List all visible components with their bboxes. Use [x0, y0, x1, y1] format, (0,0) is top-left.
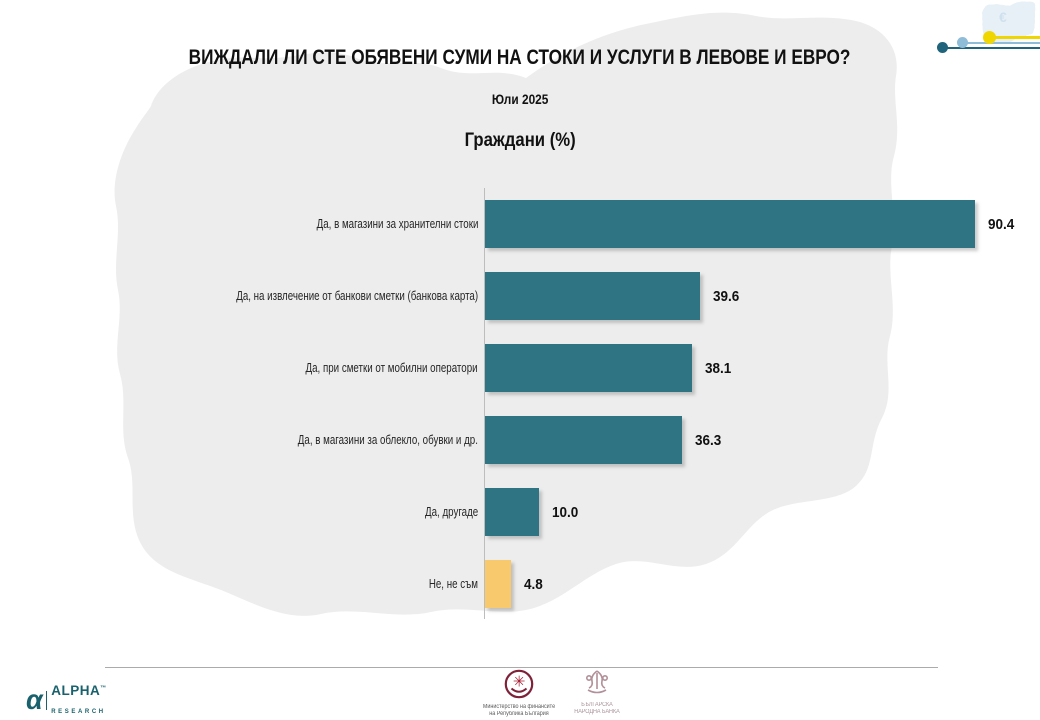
bnb-crest-icon: [586, 670, 608, 694]
bar-row: Да, на извлечение от банкови сметки (бан…: [0, 260, 1040, 332]
category-label: Да, при сметки от мобилни оператори: [305, 361, 478, 375]
alpha-logo-subword: RESEARCH: [51, 709, 106, 715]
ministry-text-line2: на Република България: [489, 711, 549, 717]
bar-row: Не, не съм 4.8: [0, 548, 1040, 620]
category-label: Да, на извлечение от банкови сметки (бан…: [236, 289, 478, 303]
decor-line-lightblue: [963, 41, 1040, 44]
svg-text:✳: ✳: [513, 673, 526, 691]
bnb-text-line2: НАРОДНА БАНКА: [574, 709, 620, 715]
subtitle-date: Юли 2025: [491, 92, 549, 107]
decor-dot-yellow: [983, 31, 996, 44]
bulgaria-mini-map-icon: [982, 1, 1036, 43]
category-label: Да, другаде: [424, 505, 478, 519]
bar-row: Да, другаде 10.0: [0, 476, 1040, 548]
bulgarian-national-bank-logo: БЪЛГАРСКА НАРОДНА БАНКА: [555, 669, 639, 716]
decor-line-yellow: [990, 36, 1040, 39]
category-label: Да, в магазини за облекло, обувки и др.: [297, 433, 478, 447]
value-label: 39.6: [712, 287, 739, 305]
bar: [485, 344, 692, 392]
chart-heading: Граждани (%): [464, 130, 576, 151]
page-title: ВИЖДАЛИ ЛИ СТЕ ОБЯВЕНИ СУМИ НА СТОКИ И У…: [189, 46, 851, 69]
trademark-icon: ™: [100, 685, 107, 692]
ministry-emblem-icon: ✳: [504, 669, 534, 699]
bnb-text-line1: БЪЛГАРСКА: [581, 702, 613, 708]
alpha-logo-divider: [45, 690, 48, 710]
decor-dot-teal: [937, 42, 948, 53]
alpha-logo-word: ALPHA™: [51, 683, 107, 698]
bar: [485, 416, 682, 464]
category-label: Да, в магазини за хранителни стоки: [316, 217, 478, 231]
alpha-glyph-icon: α: [26, 685, 43, 715]
bar: [485, 488, 540, 536]
alpha-research-logo: α ALPHA™ RESEARCH: [26, 682, 107, 718]
chart-axis-line: [484, 188, 485, 619]
bar-row: Да, при сметки от мобилни оператори 38.1: [0, 332, 1040, 404]
ministry-text-line1: Министерство на финансите: [482, 704, 556, 710]
bar: [485, 272, 700, 320]
value-label: 38.1: [704, 359, 731, 377]
value-label: 10.0: [552, 503, 579, 521]
decor-dot-lightblue: [957, 37, 968, 48]
euro-symbol-icon: €: [999, 9, 1007, 25]
value-label: 36.3: [694, 431, 722, 449]
category-label: Не, не съм: [428, 577, 478, 591]
bar: [485, 200, 975, 248]
bar-row: Да, в магазини за облекло, обувки и др. …: [0, 404, 1040, 476]
bar: [485, 560, 512, 608]
bar-row: Да, в магазини за хранителни стоки 90.4: [0, 188, 1040, 260]
bar-chart: Да, в магазини за хранителни стоки 90.4 …: [0, 188, 1040, 620]
value-label: 4.8: [524, 575, 543, 593]
value-label: 90.4: [987, 215, 1015, 233]
decor-line-teal: [943, 46, 1040, 49]
ministry-of-finance-logo: ✳ Министерство на финансите на Република…: [477, 669, 561, 718]
footer-divider: [105, 667, 938, 668]
